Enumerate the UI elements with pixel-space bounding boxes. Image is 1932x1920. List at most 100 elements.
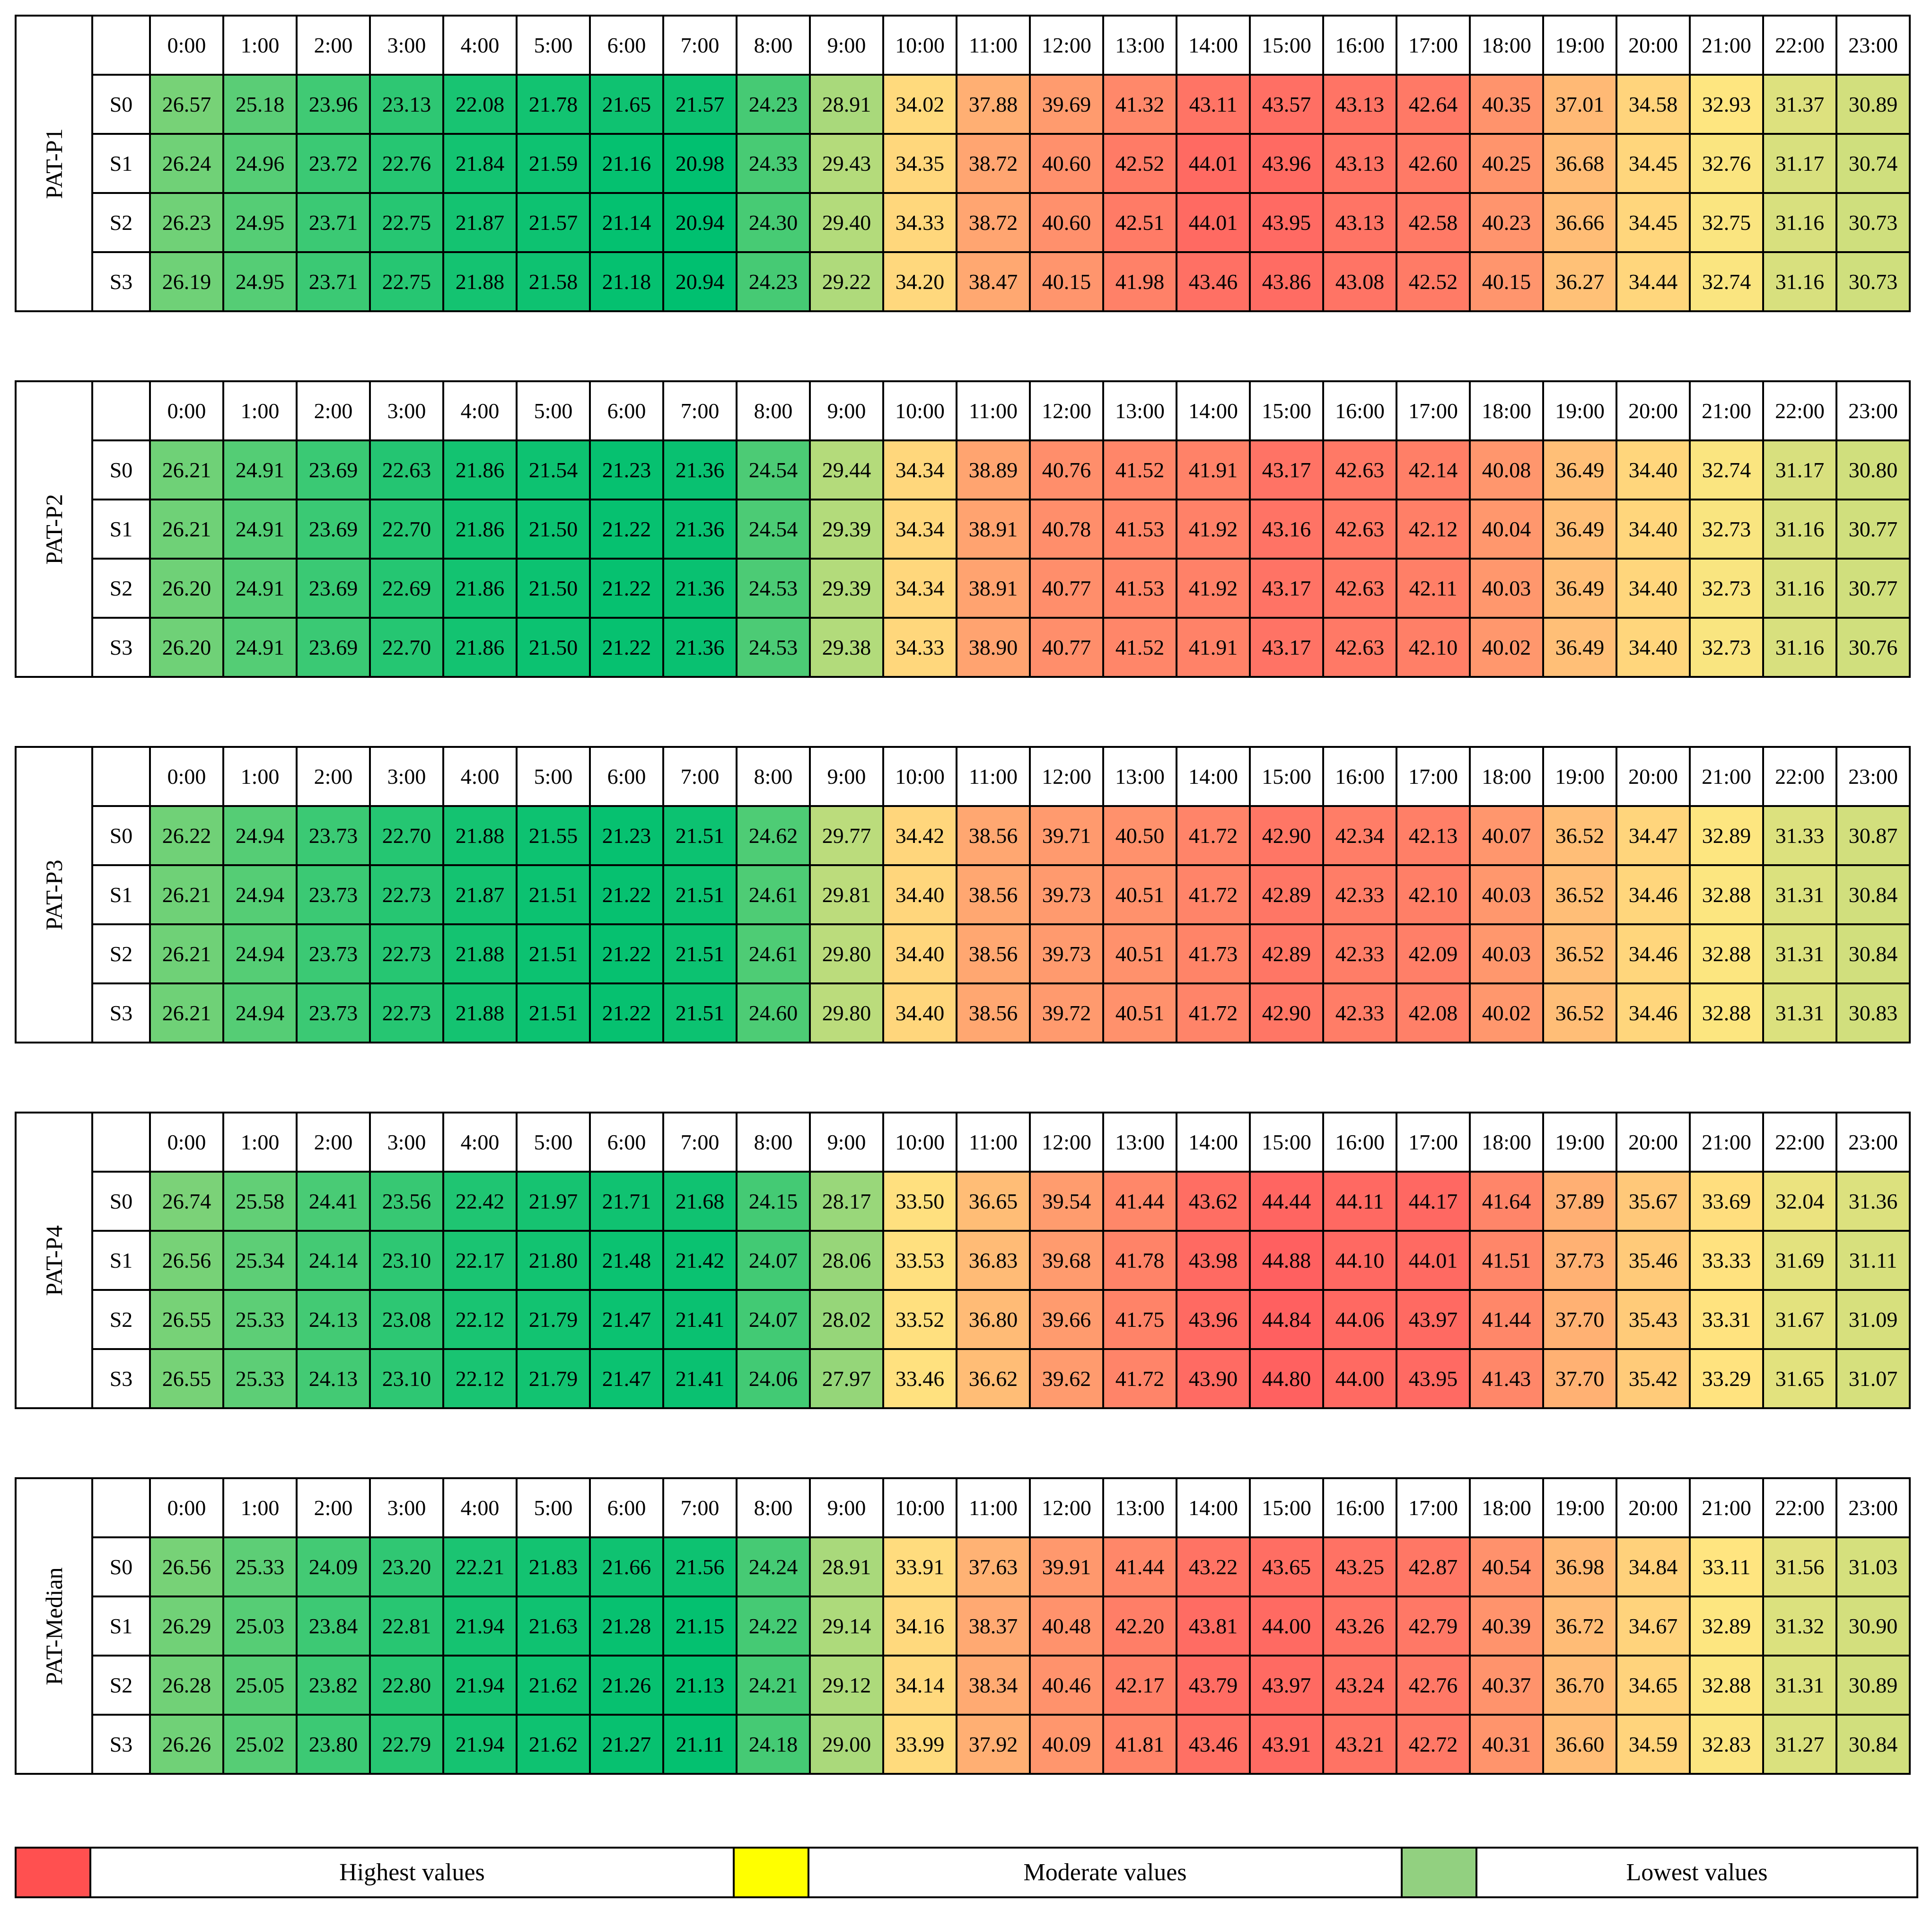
heat-cell: 34.20 — [882, 251, 957, 312]
heat-cell: 43.97 — [1396, 1289, 1471, 1350]
hour-header: 16:00 — [1322, 380, 1397, 441]
heat-cell: 30.87 — [1835, 805, 1911, 866]
hour-header: 20:00 — [1616, 15, 1691, 76]
heat-cell: 38.72 — [956, 192, 1031, 253]
hour-header: 5:00 — [516, 380, 591, 441]
heat-cell: 33.52 — [882, 1289, 957, 1350]
table-row: S2 26.21 24.94 23.73 22.73 21.88 21.51 21.22 21.… — [16, 923, 1911, 984]
heat-cell: 39.73 — [1029, 923, 1104, 984]
heat-cell: 39.54 — [1029, 1171, 1104, 1232]
heat-cell: 38.56 — [956, 805, 1031, 866]
hour-header: 21:00 — [1689, 380, 1764, 441]
heat-cell: 23.96 — [296, 74, 371, 135]
heat-cell: 30.89 — [1835, 1655, 1911, 1716]
heat-cell: 24.96 — [222, 133, 298, 194]
heat-cell: 34.16 — [882, 1596, 957, 1657]
heat-cell: 43.46 — [1176, 1714, 1251, 1775]
hour-header: 8:00 — [736, 15, 811, 76]
heat-cell: 30.74 — [1835, 133, 1911, 194]
heat-cell: 34.34 — [882, 558, 957, 619]
heat-cell: 33.33 — [1689, 1230, 1764, 1291]
table-row: S0 26.74 25.58 24.41 23.56 22.42 21.97 21.71 21.… — [16, 1171, 1911, 1232]
corner-cell — [91, 15, 151, 76]
hour-header: 1:00 — [222, 746, 298, 807]
heat-cell: 36.66 — [1542, 192, 1617, 253]
hour-header: 2:00 — [296, 15, 371, 76]
heat-cell: 35.46 — [1616, 1230, 1691, 1291]
hour-header: 13:00 — [1102, 1477, 1177, 1538]
heat-cell: 25.33 — [222, 1348, 298, 1409]
hour-header: 19:00 — [1542, 1477, 1617, 1538]
table-row: S2 26.23 24.95 23.71 22.75 21.87 21.57 21.14 20.… — [16, 192, 1911, 253]
heat-cell: 42.58 — [1396, 192, 1471, 253]
heat-cell: 37.01 — [1542, 74, 1617, 135]
heat-cell: 28.06 — [809, 1230, 884, 1291]
hour-header: 11:00 — [956, 15, 1031, 76]
heat-cell: 22.81 — [369, 1596, 444, 1657]
legend-swatch-moderate — [733, 1847, 809, 1898]
hour-header: 8:00 — [736, 380, 811, 441]
heat-cell: 21.51 — [516, 864, 591, 925]
heat-cell: 21.16 — [589, 133, 664, 194]
hour-header: 23:00 — [1835, 746, 1911, 807]
heat-cell: 29.80 — [809, 923, 884, 984]
heatmap-tables: PAT-P1 0:00 1:00 2:00 3:00 4:00 5:00 6:00 7:00 8:… — [15, 15, 1911, 1775]
table-row: S1 26.21 24.91 23.69 22.70 21.86 21.50 21.22 21.… — [16, 499, 1911, 560]
heat-cell: 36.60 — [1542, 1714, 1617, 1775]
heat-cell: 21.78 — [516, 74, 591, 135]
heat-cell: 43.11 — [1176, 74, 1251, 135]
hour-header: 0:00 — [149, 15, 224, 76]
heat-cell: 22.17 — [442, 1230, 518, 1291]
heat-cell: 21.88 — [442, 982, 518, 1043]
heat-cell: 25.05 — [222, 1655, 298, 1716]
heat-cell: 43.95 — [1249, 192, 1324, 253]
heat-cell: 43.17 — [1249, 439, 1324, 500]
heat-cell: 31.31 — [1762, 1655, 1837, 1716]
heat-cell: 32.76 — [1689, 133, 1764, 194]
heat-cell: 21.36 — [662, 558, 738, 619]
heat-cell: 31.37 — [1762, 74, 1837, 135]
heat-cell: 21.71 — [589, 1171, 664, 1232]
heat-cell: 22.79 — [369, 1714, 444, 1775]
heat-cell: 29.81 — [809, 864, 884, 925]
heat-cell: 39.68 — [1029, 1230, 1104, 1291]
heat-cell: 34.02 — [882, 74, 957, 135]
heat-cell: 43.81 — [1176, 1596, 1251, 1657]
hour-header: 17:00 — [1396, 1477, 1471, 1538]
heat-cell: 24.91 — [222, 617, 298, 678]
heat-cell: 40.51 — [1102, 982, 1177, 1043]
heat-cell: 34.46 — [1616, 923, 1691, 984]
heat-cell: 22.12 — [442, 1348, 518, 1409]
heat-cell: 23.73 — [296, 923, 371, 984]
heat-cell: 28.02 — [809, 1289, 884, 1350]
heat-cell: 34.65 — [1616, 1655, 1691, 1716]
heat-cell: 40.02 — [1469, 617, 1544, 678]
heat-cell: 29.44 — [809, 439, 884, 500]
heat-cell: 28.91 — [809, 1536, 884, 1597]
hour-header: 13:00 — [1102, 1112, 1177, 1173]
hour-header: 14:00 — [1176, 746, 1251, 807]
heat-cell: 21.18 — [589, 251, 664, 312]
heat-cell: 24.13 — [296, 1348, 371, 1409]
heat-cell: 21.22 — [589, 982, 664, 1043]
block-label: PAT-P1 — [15, 15, 93, 312]
scenario-label: S0 — [91, 74, 151, 135]
heat-cell: 35.42 — [1616, 1348, 1691, 1409]
heat-cell: 24.61 — [736, 923, 811, 984]
hour-header: 20:00 — [1616, 1477, 1691, 1538]
table-row: S1 26.21 24.94 23.73 22.73 21.87 21.51 21.22 21.… — [16, 864, 1911, 925]
heat-cell: 43.16 — [1249, 499, 1324, 560]
heat-cell: 25.33 — [222, 1289, 298, 1350]
heat-cell: 21.41 — [662, 1348, 738, 1409]
hour-header: 7:00 — [662, 1112, 738, 1173]
heat-cell: 37.70 — [1542, 1348, 1617, 1409]
heat-cell: 22.42 — [442, 1171, 518, 1232]
heat-cell: 21.88 — [442, 923, 518, 984]
heat-cell: 44.80 — [1249, 1348, 1324, 1409]
heat-cell: 44.84 — [1249, 1289, 1324, 1350]
heat-cell: 21.51 — [516, 923, 591, 984]
heat-cell: 30.84 — [1835, 923, 1911, 984]
hour-header: 1:00 — [222, 380, 298, 441]
heat-cell: 30.89 — [1835, 74, 1911, 135]
heat-cell: 34.58 — [1616, 74, 1691, 135]
